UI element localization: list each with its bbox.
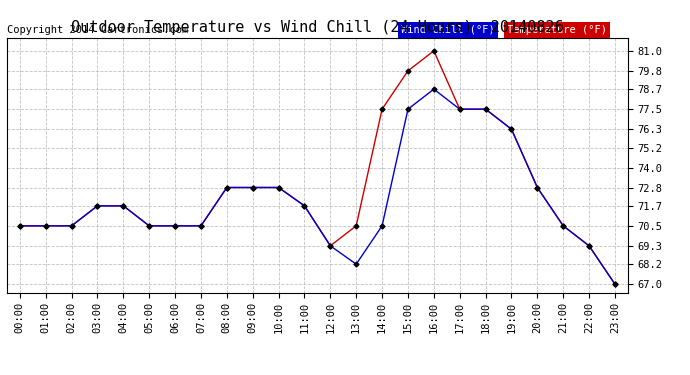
Text: Wind Chill (°F): Wind Chill (°F) — [401, 25, 495, 35]
Title: Outdoor Temperature vs Wind Chill (24 Hours)  20140826: Outdoor Temperature vs Wind Chill (24 Ho… — [71, 20, 564, 35]
Text: Temperature (°F): Temperature (°F) — [506, 25, 607, 35]
Text: Copyright 2014 Cartronics.com: Copyright 2014 Cartronics.com — [7, 25, 188, 35]
